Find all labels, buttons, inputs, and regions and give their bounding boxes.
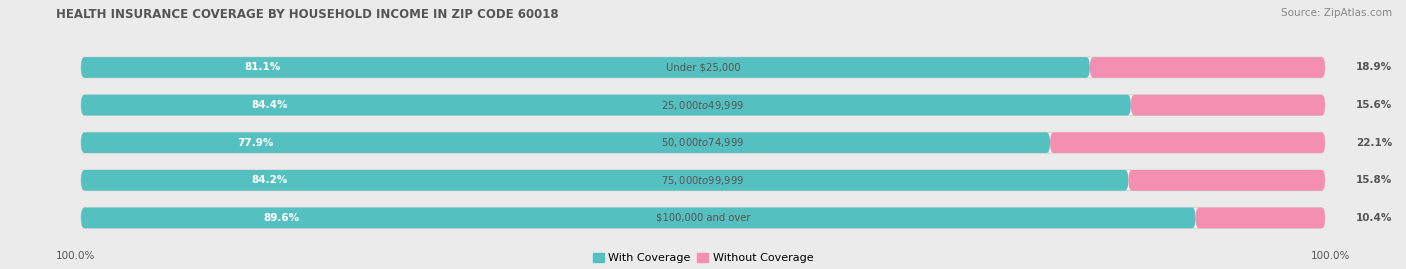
FancyBboxPatch shape: [82, 132, 1050, 153]
Text: $75,000 to $99,999: $75,000 to $99,999: [661, 174, 745, 187]
Text: HEALTH INSURANCE COVERAGE BY HOUSEHOLD INCOME IN ZIP CODE 60018: HEALTH INSURANCE COVERAGE BY HOUSEHOLD I…: [56, 8, 558, 21]
FancyBboxPatch shape: [82, 57, 1090, 78]
Text: $25,000 to $49,999: $25,000 to $49,999: [661, 99, 745, 112]
FancyBboxPatch shape: [82, 170, 1129, 191]
FancyBboxPatch shape: [82, 95, 1324, 115]
Text: 100.0%: 100.0%: [1310, 251, 1350, 261]
FancyBboxPatch shape: [82, 170, 1324, 191]
Text: $100,000 and over: $100,000 and over: [655, 213, 751, 223]
FancyBboxPatch shape: [82, 208, 1324, 228]
Text: 77.9%: 77.9%: [238, 138, 274, 148]
Text: 100.0%: 100.0%: [56, 251, 96, 261]
Text: 81.1%: 81.1%: [245, 62, 281, 72]
FancyBboxPatch shape: [82, 208, 1195, 228]
Text: 15.6%: 15.6%: [1355, 100, 1392, 110]
Text: Source: ZipAtlas.com: Source: ZipAtlas.com: [1281, 8, 1392, 18]
Text: 15.8%: 15.8%: [1355, 175, 1392, 185]
FancyBboxPatch shape: [1129, 170, 1324, 191]
FancyBboxPatch shape: [82, 132, 1324, 153]
Text: 10.4%: 10.4%: [1355, 213, 1392, 223]
FancyBboxPatch shape: [1090, 57, 1324, 78]
FancyBboxPatch shape: [1050, 132, 1324, 153]
FancyBboxPatch shape: [1130, 95, 1324, 115]
Text: Under $25,000: Under $25,000: [665, 62, 741, 72]
Text: 84.2%: 84.2%: [252, 175, 288, 185]
Text: 89.6%: 89.6%: [264, 213, 299, 223]
Text: 84.4%: 84.4%: [252, 100, 288, 110]
FancyBboxPatch shape: [82, 95, 1130, 115]
Text: 18.9%: 18.9%: [1355, 62, 1392, 72]
FancyBboxPatch shape: [82, 57, 1324, 78]
FancyBboxPatch shape: [1195, 208, 1324, 228]
Legend: With Coverage, Without Coverage: With Coverage, Without Coverage: [592, 253, 814, 263]
Text: $50,000 to $74,999: $50,000 to $74,999: [661, 136, 745, 149]
Text: 22.1%: 22.1%: [1355, 138, 1392, 148]
